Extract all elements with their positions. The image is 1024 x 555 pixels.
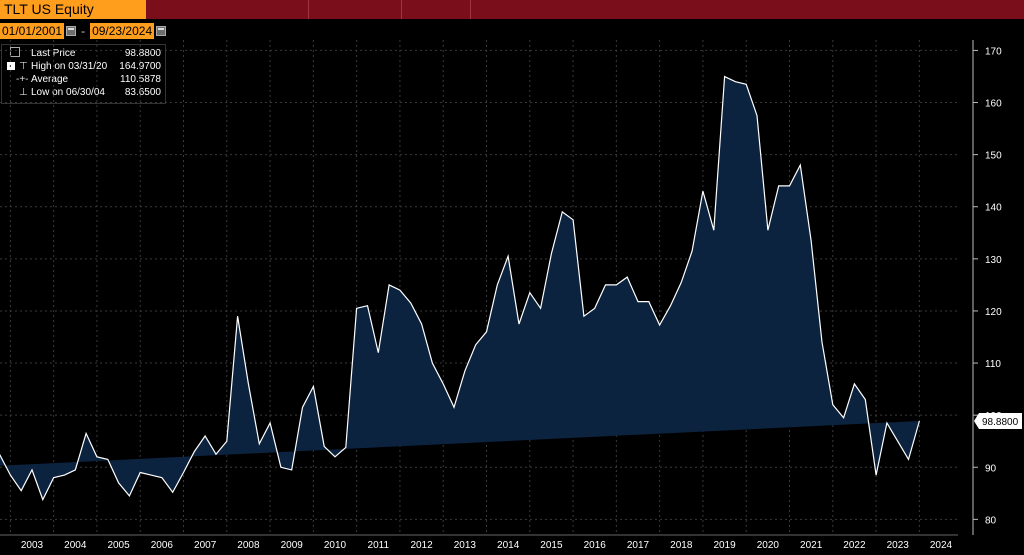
legend-label: Low on 06/30/04 <box>31 87 105 98</box>
x-tick-label: 2003 <box>21 540 44 551</box>
price-line <box>0 75 920 502</box>
legend-label: Last Price <box>31 48 76 59</box>
legend-value: 98.8800 <box>124 48 161 59</box>
x-tick-label: 2019 <box>713 540 736 551</box>
x-tick-label: 2004 <box>64 540 87 551</box>
top-bar-divider <box>308 0 309 19</box>
high-marker-icon: ⊤ <box>19 61 28 72</box>
x-tick-label: 2008 <box>237 540 260 551</box>
y-tick-label: 140 <box>985 203 1002 214</box>
legend-item-low: ⊥ Low on 06/30/04 83.6500 <box>2 86 165 99</box>
x-tick-label: 2007 <box>194 540 217 551</box>
x-tick-label: 2013 <box>454 540 477 551</box>
x-tick-label: 2012 <box>410 540 433 551</box>
x-tick-label: 2016 <box>584 540 607 551</box>
x-tick-label: 2018 <box>670 540 693 551</box>
y-tick-label: 120 <box>985 307 1002 318</box>
y-tick-label: 160 <box>985 99 1002 110</box>
y-tick-label: 110 <box>985 359 1001 370</box>
x-tick-label: 2020 <box>757 540 780 551</box>
x-tick-label: 2021 <box>800 540 823 551</box>
price-chart[interactable]: 8090100110120130140150160170 20032004200… <box>0 40 1024 555</box>
ticker-field[interactable]: TLT US Equity <box>0 0 146 19</box>
legend: Last Price 98.8800 ⊤ High on 03/31/20 16… <box>1 44 166 104</box>
top-bar-divider <box>470 0 471 19</box>
x-axis: 2003 2004 2005 2006 2007 2008 2009 2010 2011 2012… <box>0 534 958 551</box>
legend-item-average: -+- Average 110.5878 <box>2 73 165 86</box>
y-tick-label: 150 <box>985 151 1002 162</box>
top-bar-divider <box>401 0 402 19</box>
start-date-field[interactable]: 01/01/2001 <box>0 23 65 39</box>
x-tick-label: 2015 <box>540 540 563 551</box>
calendar-icon[interactable] <box>156 26 167 36</box>
average-marker-icon: -+- <box>16 74 29 85</box>
low-marker-icon: ⊥ <box>19 87 28 98</box>
x-tick-label: 2009 <box>281 540 304 551</box>
last-price-box <box>974 412 1022 429</box>
x-tick-label: 2011 <box>368 540 390 551</box>
y-tick-label: 170 <box>985 46 1002 57</box>
date-range: 01/01/2001 - 09/23/2024 <box>0 23 167 39</box>
legend-label: High on 03/31/20 <box>31 61 108 72</box>
x-tick-label: 2006 <box>151 540 174 551</box>
last-price-label: 98.8800 <box>974 412 1022 429</box>
legend-value: 110.5878 <box>120 74 161 85</box>
calendar-icon[interactable] <box>66 26 77 36</box>
end-date-field[interactable]: 09/23/2024 <box>90 23 155 39</box>
y-tick-label: 90 <box>985 463 997 474</box>
top-bar <box>0 0 1024 19</box>
x-tick-label: 2024 <box>930 540 953 551</box>
y-tick-label: 80 <box>985 515 997 526</box>
x-tick-label: 2022 <box>843 540 866 551</box>
date-separator: - <box>81 24 86 38</box>
x-tick-label: 2023 <box>887 540 910 551</box>
x-tick-label: 2017 <box>627 540 650 551</box>
legend-value: 83.6500 <box>124 87 161 98</box>
legend-label: Average <box>31 74 69 85</box>
x-tick-label: 2010 <box>324 540 347 551</box>
price-area <box>0 76 920 500</box>
x-tick-label: 2014 <box>497 540 520 551</box>
y-axis: 8090100110120130140150160170 <box>972 40 1002 535</box>
x-tick-label: 2005 <box>107 540 130 551</box>
last-price-text: 98.8800 <box>982 417 1019 428</box>
y-tick-label: 130 <box>985 255 1002 266</box>
